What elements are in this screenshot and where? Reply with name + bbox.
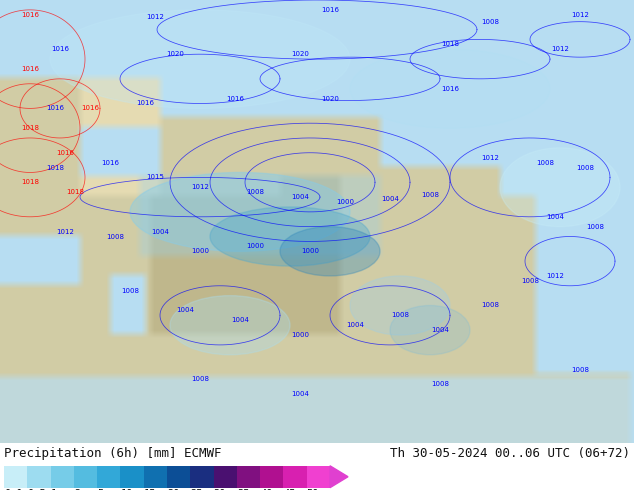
Bar <box>74 466 97 488</box>
Text: 1020: 1020 <box>291 51 309 57</box>
Text: 2: 2 <box>74 489 80 490</box>
Ellipse shape <box>130 172 350 251</box>
Text: 0.5: 0.5 <box>27 489 46 490</box>
Text: 1016: 1016 <box>46 105 64 111</box>
Text: 1016: 1016 <box>56 150 74 156</box>
Text: 35: 35 <box>237 489 249 490</box>
Ellipse shape <box>350 49 550 128</box>
Text: 1018: 1018 <box>441 41 459 48</box>
Text: 1018: 1018 <box>46 165 64 171</box>
Text: 1000: 1000 <box>336 199 354 205</box>
Ellipse shape <box>210 207 370 266</box>
Ellipse shape <box>350 276 450 335</box>
Text: 1000: 1000 <box>301 248 319 254</box>
Bar <box>51 466 74 488</box>
Bar <box>237 466 260 488</box>
Text: 1016: 1016 <box>136 100 154 106</box>
Bar <box>167 466 190 488</box>
Text: 1012: 1012 <box>146 14 164 20</box>
Text: 1008: 1008 <box>576 165 594 171</box>
Text: 1004: 1004 <box>346 322 364 328</box>
Bar <box>260 466 283 488</box>
Text: 1020: 1020 <box>321 96 339 101</box>
Text: 1000: 1000 <box>191 248 209 254</box>
Text: 1008: 1008 <box>106 234 124 240</box>
Text: 1012: 1012 <box>191 184 209 190</box>
Text: 1012: 1012 <box>571 12 589 18</box>
Bar <box>214 466 237 488</box>
Text: 1004: 1004 <box>231 317 249 323</box>
Text: 25: 25 <box>190 489 203 490</box>
Text: 1004: 1004 <box>291 391 309 397</box>
Text: 1015: 1015 <box>146 174 164 180</box>
Text: 1016: 1016 <box>321 7 339 13</box>
Text: 1008: 1008 <box>246 189 264 195</box>
Bar <box>144 466 167 488</box>
Text: 0.1: 0.1 <box>4 489 23 490</box>
Text: 1012: 1012 <box>56 228 74 235</box>
Bar <box>4 466 27 488</box>
Bar <box>190 466 214 488</box>
Text: 1020: 1020 <box>166 51 184 57</box>
Text: 1008: 1008 <box>521 278 539 284</box>
Bar <box>27 466 51 488</box>
Text: 30: 30 <box>214 489 226 490</box>
Text: 1: 1 <box>51 489 57 490</box>
Text: 1012: 1012 <box>481 155 499 161</box>
Bar <box>97 466 120 488</box>
Text: 1000: 1000 <box>291 332 309 338</box>
Polygon shape <box>330 466 348 488</box>
Text: 1008: 1008 <box>481 302 499 309</box>
Text: 1018: 1018 <box>21 125 39 131</box>
Text: 1004: 1004 <box>431 327 449 333</box>
Text: Th 30-05-2024 00..06 UTC (06+72): Th 30-05-2024 00..06 UTC (06+72) <box>390 447 630 460</box>
Text: 5: 5 <box>97 489 103 490</box>
Ellipse shape <box>170 295 290 355</box>
Text: 1008: 1008 <box>586 223 604 230</box>
Text: 1016: 1016 <box>21 12 39 18</box>
Text: 1004: 1004 <box>151 228 169 235</box>
Text: 1016: 1016 <box>21 66 39 72</box>
Text: 1018: 1018 <box>66 189 84 195</box>
Bar <box>120 466 144 488</box>
Text: 1008: 1008 <box>431 381 449 387</box>
Text: 1004: 1004 <box>546 214 564 220</box>
Text: 45: 45 <box>283 489 296 490</box>
Ellipse shape <box>280 227 380 276</box>
Text: 50: 50 <box>307 489 319 490</box>
Text: 1004: 1004 <box>381 196 399 202</box>
Text: 15: 15 <box>144 489 156 490</box>
Text: Precipitation (6h) [mm] ECMWF: Precipitation (6h) [mm] ECMWF <box>4 447 221 460</box>
Text: 1016: 1016 <box>226 96 244 101</box>
Ellipse shape <box>500 148 620 227</box>
Text: 1004: 1004 <box>291 194 309 200</box>
Text: 1008: 1008 <box>536 160 554 166</box>
Text: 1008: 1008 <box>121 288 139 294</box>
Text: 1008: 1008 <box>481 19 499 25</box>
Text: 1004: 1004 <box>176 307 194 314</box>
Ellipse shape <box>390 305 470 355</box>
Bar <box>283 466 307 488</box>
Text: 1012: 1012 <box>551 46 569 52</box>
Text: 1000: 1000 <box>246 244 264 249</box>
Text: 40: 40 <box>260 489 273 490</box>
Text: 1016: 1016 <box>81 105 99 111</box>
Text: 1016: 1016 <box>51 46 69 52</box>
Text: 1016: 1016 <box>441 86 459 92</box>
Text: 20: 20 <box>167 489 179 490</box>
Text: 1012: 1012 <box>546 273 564 279</box>
Text: 10: 10 <box>120 489 133 490</box>
Text: 1016: 1016 <box>101 160 119 166</box>
Text: 1008: 1008 <box>391 312 409 318</box>
Text: 1008: 1008 <box>571 367 589 372</box>
Bar <box>307 466 330 488</box>
Text: 1018: 1018 <box>21 179 39 185</box>
Text: 1008: 1008 <box>421 192 439 198</box>
Text: 1008: 1008 <box>191 376 209 382</box>
Ellipse shape <box>50 10 350 108</box>
